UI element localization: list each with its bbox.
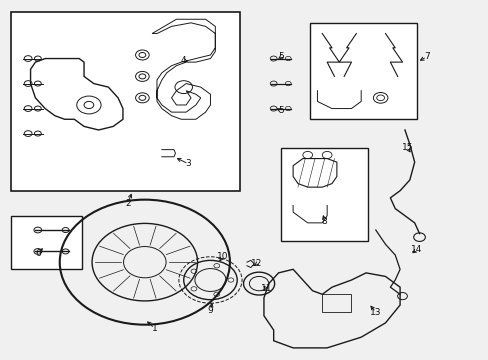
Text: 5: 5 [278,106,283,115]
Text: 5: 5 [278,52,283,61]
Text: 1: 1 [151,324,157,333]
Text: 13: 13 [369,308,381,317]
Bar [11,12,239,191]
Text: 3: 3 [185,159,191,168]
Text: 2: 2 [125,199,130,208]
Text: 8: 8 [321,217,327,226]
Bar [281,148,368,241]
Bar [309,23,416,119]
Text: 14: 14 [410,245,422,254]
Text: 7: 7 [423,52,429,61]
Text: 6: 6 [35,249,41,258]
Text: 10: 10 [216,252,228,261]
Text: 12: 12 [250,260,262,269]
Text: 15: 15 [401,143,412,152]
Bar [322,294,351,312]
Text: 9: 9 [207,306,213,315]
Bar [11,216,81,269]
Text: 11: 11 [260,284,272,293]
Text: 4: 4 [181,56,186,65]
